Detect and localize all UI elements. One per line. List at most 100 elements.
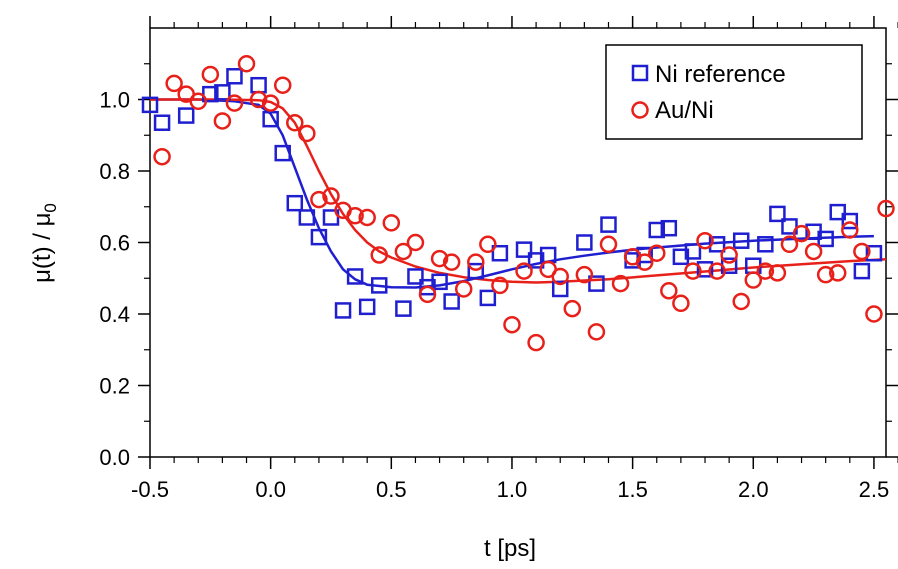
data-point-ni-reference	[443, 293, 460, 310]
data-point-au-ni	[877, 199, 895, 218]
data-point-au-ni	[382, 214, 401, 232]
data-point-ni-reference	[732, 232, 750, 249]
data-point-au-ni	[286, 113, 304, 132]
data-point-au-ni	[696, 231, 714, 250]
data-markers	[141, 55, 895, 352]
y-tick-label: 0.4	[99, 302, 130, 327]
data-point-ni-reference	[817, 230, 834, 248]
data-point-au-ni	[249, 90, 268, 109]
data-point-au-ni	[744, 271, 763, 289]
data-point-ni-reference	[588, 275, 605, 292]
legend-marker-ni-reference	[631, 64, 649, 82]
data-point-au-ni	[792, 224, 811, 243]
data-point-au-ni	[660, 282, 678, 300]
data-point-au-ni	[587, 323, 606, 341]
x-tick-label: 2.5	[859, 477, 890, 502]
data-point-au-ni	[648, 244, 666, 262]
data-point-ni-reference	[322, 209, 340, 226]
data-point-ni-reference	[769, 205, 786, 223]
x-tick-label: 1.5	[617, 477, 648, 502]
data-point-ni-reference	[153, 114, 171, 131]
data-point-au-ni	[708, 262, 726, 280]
x-tick-label: -0.5	[131, 477, 169, 502]
data-point-au-ni	[370, 246, 388, 264]
data-point-au-ni	[225, 94, 244, 112]
data-point-au-ni	[273, 76, 292, 94]
data-point-au-ni	[165, 74, 183, 93]
data-point-au-ni	[804, 242, 823, 261]
data-point-au-ni	[298, 124, 316, 143]
data-point-ni-reference	[648, 221, 666, 239]
data-point-ni-reference	[395, 300, 412, 317]
y-axis-label-subscript: 0	[41, 203, 60, 212]
data-point-ni-reference	[551, 280, 569, 298]
data-point-au-ni	[442, 253, 461, 271]
data-point-au-ni	[430, 249, 449, 268]
x-tick-label: 1.0	[497, 477, 528, 502]
data-point-ni-reference	[214, 84, 231, 101]
data-point-ni-reference	[829, 203, 846, 221]
data-point-au-ni	[853, 242, 871, 261]
data-point-au-ni	[491, 276, 509, 295]
data-point-ni-reference	[334, 302, 352, 319]
data-point-au-ni	[720, 246, 738, 264]
x-tick-label: 0.5	[376, 477, 407, 502]
data-point-ni-reference	[527, 252, 545, 269]
y-tick-label: 0.2	[99, 374, 130, 399]
data-point-au-ni	[599, 235, 618, 254]
data-point-ni-reference	[226, 68, 243, 85]
data-point-ni-reference	[479, 289, 497, 307]
data-point-au-ni	[551, 267, 569, 286]
y-tick-label: 0.8	[99, 159, 130, 184]
data-point-au-ni	[732, 292, 750, 311]
data-point-au-ni	[310, 190, 328, 209]
data-point-ni-reference	[841, 212, 859, 230]
data-point-ni-reference	[286, 194, 304, 212]
data-point-ni-reference	[346, 268, 364, 285]
data-point-ni-reference	[407, 268, 424, 285]
data-point-au-ni	[358, 208, 376, 227]
data-point-ni-reference	[684, 243, 702, 260]
data-point-au-ni	[611, 274, 630, 293]
data-point-au-ni	[261, 94, 280, 112]
data-point-au-ni	[454, 280, 473, 298]
data-point-ni-reference	[370, 277, 388, 294]
data-point-ni-reference	[177, 107, 195, 124]
data-point-ni-reference	[310, 228, 328, 246]
data-point-au-ni	[780, 235, 799, 254]
data-point-au-ni	[201, 65, 220, 84]
y-tick-label: 0.6	[99, 231, 130, 256]
data-point-au-ni	[841, 221, 859, 239]
tick-labels: -0.5 0.0 0.5 1.0 1.5 2.0 2.50.00.20.40.60.81.0	[99, 88, 889, 503]
data-point-au-ni	[153, 147, 171, 166]
y-tick-label: 1.0	[99, 88, 130, 113]
axis-ticks	[138, 16, 898, 469]
data-point-au-ni	[828, 264, 847, 282]
x-tick-label: 2.0	[738, 477, 769, 502]
data-point-ni-reference	[865, 244, 883, 262]
legend-box	[605, 44, 863, 140]
data-point-au-ni	[575, 265, 594, 284]
legend: Ni reference Au/Ni	[605, 44, 863, 140]
data-point-au-ni	[635, 253, 654, 271]
data-point-ni-reference	[757, 236, 774, 253]
data-point-ni-reference	[576, 234, 593, 251]
data-point-ni-reference	[600, 216, 617, 233]
data-point-au-ni	[816, 265, 835, 284]
data-point-ni-reference	[202, 85, 219, 103]
data-point-ni-reference	[515, 241, 533, 258]
data-point-au-ni	[503, 315, 521, 334]
y-axis-label-main: μ(t) / μ	[29, 213, 56, 283]
data-point-ni-reference	[491, 244, 509, 262]
data-point-au-ni	[406, 233, 425, 252]
y-axis-label: μ(t) / μ0	[29, 203, 60, 283]
data-point-au-ni	[479, 235, 497, 254]
data-point-ni-reference	[419, 278, 436, 296]
data-point-ni-reference	[141, 96, 159, 114]
data-point-au-ni	[189, 92, 208, 111]
data-point-ni-reference	[636, 246, 653, 264]
legend-marker-au-ni	[631, 101, 649, 119]
data-point-au-ni	[213, 112, 232, 130]
data-point-au-ni	[768, 264, 787, 282]
